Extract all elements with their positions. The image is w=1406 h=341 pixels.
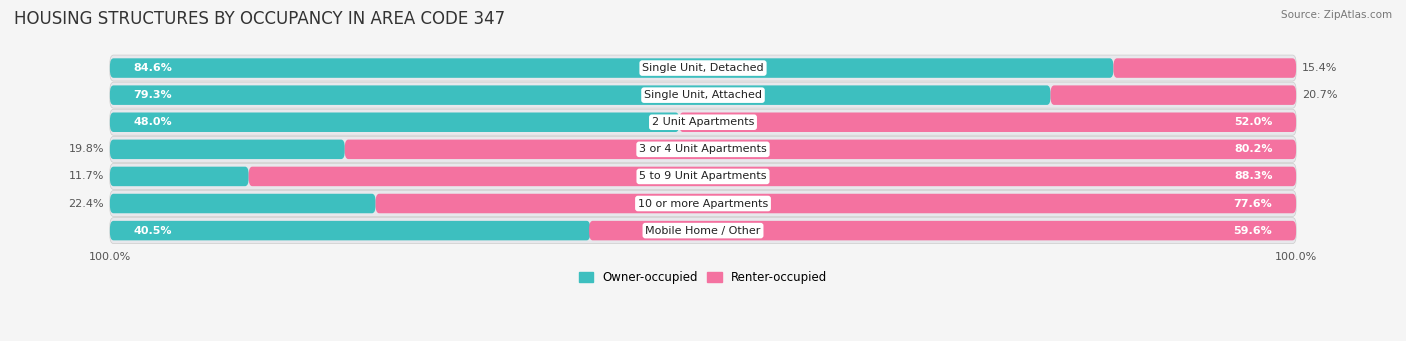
Text: 80.2%: 80.2% [1234,144,1272,154]
FancyBboxPatch shape [1114,58,1296,78]
FancyBboxPatch shape [110,109,1296,135]
FancyBboxPatch shape [110,139,344,159]
FancyBboxPatch shape [110,58,1114,78]
Text: 11.7%: 11.7% [69,172,104,181]
Text: 40.5%: 40.5% [134,226,172,236]
Text: 84.6%: 84.6% [134,63,173,73]
FancyBboxPatch shape [110,167,249,186]
FancyBboxPatch shape [110,221,591,240]
Text: 77.6%: 77.6% [1233,198,1272,208]
Text: 48.0%: 48.0% [134,117,173,127]
FancyBboxPatch shape [110,85,1050,105]
Text: Single Unit, Detached: Single Unit, Detached [643,63,763,73]
Text: 10 or more Apartments: 10 or more Apartments [638,198,768,208]
Text: 79.3%: 79.3% [134,90,173,100]
Text: 2 Unit Apartments: 2 Unit Apartments [652,117,754,127]
FancyBboxPatch shape [110,136,1296,162]
Text: 5 to 9 Unit Apartments: 5 to 9 Unit Apartments [640,172,766,181]
FancyBboxPatch shape [110,191,1296,217]
Text: 59.6%: 59.6% [1233,226,1272,236]
Text: 15.4%: 15.4% [1302,63,1337,73]
FancyBboxPatch shape [110,55,1296,81]
FancyBboxPatch shape [344,139,1296,159]
FancyBboxPatch shape [375,194,1296,213]
Text: 20.7%: 20.7% [1302,90,1337,100]
FancyBboxPatch shape [110,82,1296,108]
Text: 3 or 4 Unit Apartments: 3 or 4 Unit Apartments [640,144,766,154]
Text: 19.8%: 19.8% [69,144,104,154]
Text: 52.0%: 52.0% [1234,117,1272,127]
FancyBboxPatch shape [110,163,1296,190]
Text: Source: ZipAtlas.com: Source: ZipAtlas.com [1281,10,1392,20]
Legend: Owner-occupied, Renter-occupied: Owner-occupied, Renter-occupied [579,271,827,284]
FancyBboxPatch shape [589,221,1296,240]
FancyBboxPatch shape [110,194,375,213]
Text: HOUSING STRUCTURES BY OCCUPANCY IN AREA CODE 347: HOUSING STRUCTURES BY OCCUPANCY IN AREA … [14,10,505,28]
FancyBboxPatch shape [110,113,679,132]
Text: 88.3%: 88.3% [1234,172,1272,181]
FancyBboxPatch shape [110,218,1296,243]
FancyBboxPatch shape [679,113,1296,132]
FancyBboxPatch shape [249,167,1296,186]
Text: Mobile Home / Other: Mobile Home / Other [645,226,761,236]
Text: 22.4%: 22.4% [69,198,104,208]
Text: Single Unit, Attached: Single Unit, Attached [644,90,762,100]
FancyBboxPatch shape [1050,85,1296,105]
